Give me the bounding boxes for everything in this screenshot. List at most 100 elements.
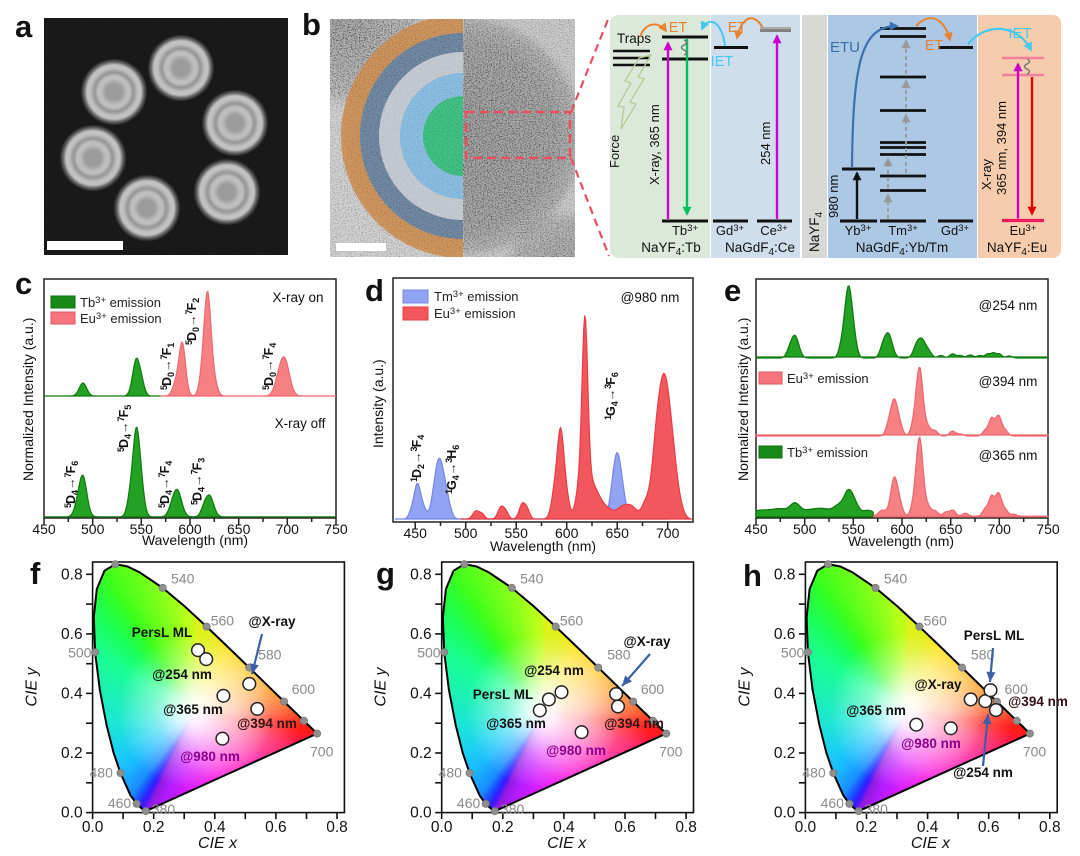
svg-text:450: 450 [404, 525, 428, 541]
svg-text:@254 nm: @254 nm [152, 667, 212, 682]
svg-text:f: f [30, 556, 41, 591]
svg-text:500: 500 [81, 521, 105, 537]
svg-text:h: h [743, 558, 762, 593]
svg-text:500: 500 [417, 644, 441, 660]
svg-text:0.2: 0.2 [410, 745, 432, 762]
svg-text:460: 460 [108, 795, 132, 811]
svg-text:Wavelength (nm): Wavelength (nm) [142, 532, 248, 548]
svg-text:540: 540 [520, 571, 544, 587]
svg-text:600: 600 [555, 525, 579, 541]
svg-text:ET: ET [669, 20, 688, 36]
svg-text:500: 500 [793, 521, 817, 537]
svg-text:0.6: 0.6 [265, 819, 287, 836]
svg-text:Force: Force [607, 135, 622, 168]
svg-text:580: 580 [971, 647, 995, 663]
svg-text:CIE x: CIE x [911, 835, 951, 852]
svg-text:@365 nm: @365 nm [979, 448, 1038, 463]
svg-text:254 nm: 254 nm [758, 122, 773, 165]
svg-text:Gd3+: Gd3+ [716, 223, 745, 238]
svg-text:0.0: 0.0 [431, 819, 453, 836]
svg-text:Intensity (a.u.): Intensity (a.u.) [370, 359, 386, 448]
svg-text:@365 nm: @365 nm [486, 716, 546, 731]
svg-text:ET: ET [925, 38, 944, 54]
svg-text:450: 450 [32, 521, 56, 537]
svg-text:480: 480 [90, 764, 114, 780]
svg-text:@254 nm: @254 nm [953, 765, 1013, 780]
svg-text:0.4: 0.4 [553, 819, 575, 836]
svg-text:e: e [724, 273, 741, 308]
svg-text:0.6: 0.6 [614, 819, 636, 836]
svg-text:Wavelength (nm): Wavelength (nm) [490, 538, 596, 554]
svg-text:Tm3+ emission: Tm3+ emission [434, 289, 519, 304]
svg-text:750: 750 [324, 521, 348, 537]
svg-text:0.2: 0.2 [61, 745, 83, 762]
svg-text:5D0→7F4: 5D0→7F4 [261, 343, 278, 390]
svg-text:0.6: 0.6 [978, 819, 1000, 836]
svg-text:650: 650 [606, 525, 630, 541]
svg-text:Eu3+ emission: Eu3+ emission [80, 311, 162, 326]
svg-text:0.8: 0.8 [675, 819, 697, 836]
svg-text:750: 750 [1036, 521, 1060, 537]
svg-text:0.6: 0.6 [774, 626, 796, 643]
svg-text:450: 450 [744, 521, 768, 537]
svg-text:@365 nm: @365 nm [163, 702, 223, 717]
svg-text:480: 480 [802, 764, 826, 780]
svg-text:@980 nm: @980 nm [621, 290, 680, 305]
svg-text:700: 700 [1023, 744, 1047, 760]
svg-text:0.0: 0.0 [795, 819, 817, 836]
svg-text:380: 380 [865, 801, 889, 817]
svg-text:460: 460 [821, 795, 845, 811]
svg-text:@394 nm: @394 nm [604, 716, 664, 731]
svg-text:@394 nm: @394 nm [979, 374, 1038, 389]
svg-text:5D4→7F6: 5D4→7F6 [63, 461, 80, 508]
svg-text:700: 700 [310, 744, 334, 760]
svg-text:Eu3+: Eu3+ [1010, 223, 1037, 238]
svg-text:NaYF4: NaYF4 [807, 211, 825, 252]
svg-text:NaYF4:Tb: NaYF4:Tb [641, 240, 701, 258]
svg-text:Ce3+: Ce3+ [760, 223, 788, 238]
svg-text:560: 560 [211, 613, 235, 629]
svg-text:NaGdF4:Ce: NaGdF4:Ce [725, 240, 795, 258]
svg-text:0.4: 0.4 [410, 685, 432, 702]
svg-text:@394 nm: @394 nm [237, 716, 297, 731]
svg-text:600: 600 [292, 681, 316, 697]
svg-text:700: 700 [659, 744, 683, 760]
svg-text:600: 600 [641, 681, 665, 697]
svg-text:0.4: 0.4 [61, 685, 83, 702]
svg-text:5D4→7F4: 5D4→7F4 [157, 461, 174, 508]
svg-text:@980 nm: @980 nm [546, 743, 606, 758]
svg-text:IET: IET [1008, 25, 1031, 42]
svg-text:980 nm: 980 nm [826, 175, 841, 218]
svg-text:5D0→7F1: 5D0→7F1 [159, 343, 176, 390]
svg-text:540: 540 [171, 571, 195, 587]
svg-text:700: 700 [276, 521, 300, 537]
svg-text:@254 nm: @254 nm [524, 663, 584, 678]
svg-text:NaYF4:Eu: NaYF4:Eu [987, 240, 1047, 258]
svg-text:560: 560 [560, 613, 584, 629]
svg-text:5D4→7F5: 5D4→7F5 [116, 405, 133, 452]
svg-text:X-ray on: X-ray on [272, 290, 323, 305]
svg-text:550: 550 [130, 521, 154, 537]
svg-text:Normalized Intensity (a.u.): Normalized Intensity (a.u.) [735, 318, 751, 481]
svg-text:Normalized Intensity (a.u.): Normalized Intensity (a.u.) [20, 318, 36, 481]
svg-text:@980 nm: @980 nm [180, 749, 240, 764]
svg-text:460: 460 [457, 795, 481, 811]
svg-text:600: 600 [178, 521, 202, 537]
svg-text:0.4: 0.4 [917, 819, 939, 836]
svg-text:Tb3+: Tb3+ [672, 223, 698, 238]
svg-text:CIE y: CIE y [24, 666, 41, 706]
svg-text:Yb3+: Yb3+ [845, 223, 872, 238]
svg-text:5D0→7F2: 5D0→7F2 [184, 298, 201, 345]
svg-text:1G4→3F6: 1G4→3F6 [603, 372, 620, 420]
svg-text:PersL ML: PersL ML [132, 625, 193, 640]
svg-text:Wavelength (nm): Wavelength (nm) [848, 533, 954, 549]
svg-text:1D2→3F4: 1D2→3F4 [409, 435, 426, 482]
svg-text:0.8: 0.8 [61, 566, 83, 583]
svg-text:500: 500 [781, 644, 805, 660]
svg-text:0.2: 0.2 [774, 745, 796, 762]
svg-text:550: 550 [505, 525, 529, 541]
svg-text:0.0: 0.0 [61, 805, 83, 822]
svg-text:380: 380 [152, 801, 176, 817]
svg-text:0.0: 0.0 [82, 819, 104, 836]
svg-text:500: 500 [454, 525, 478, 541]
